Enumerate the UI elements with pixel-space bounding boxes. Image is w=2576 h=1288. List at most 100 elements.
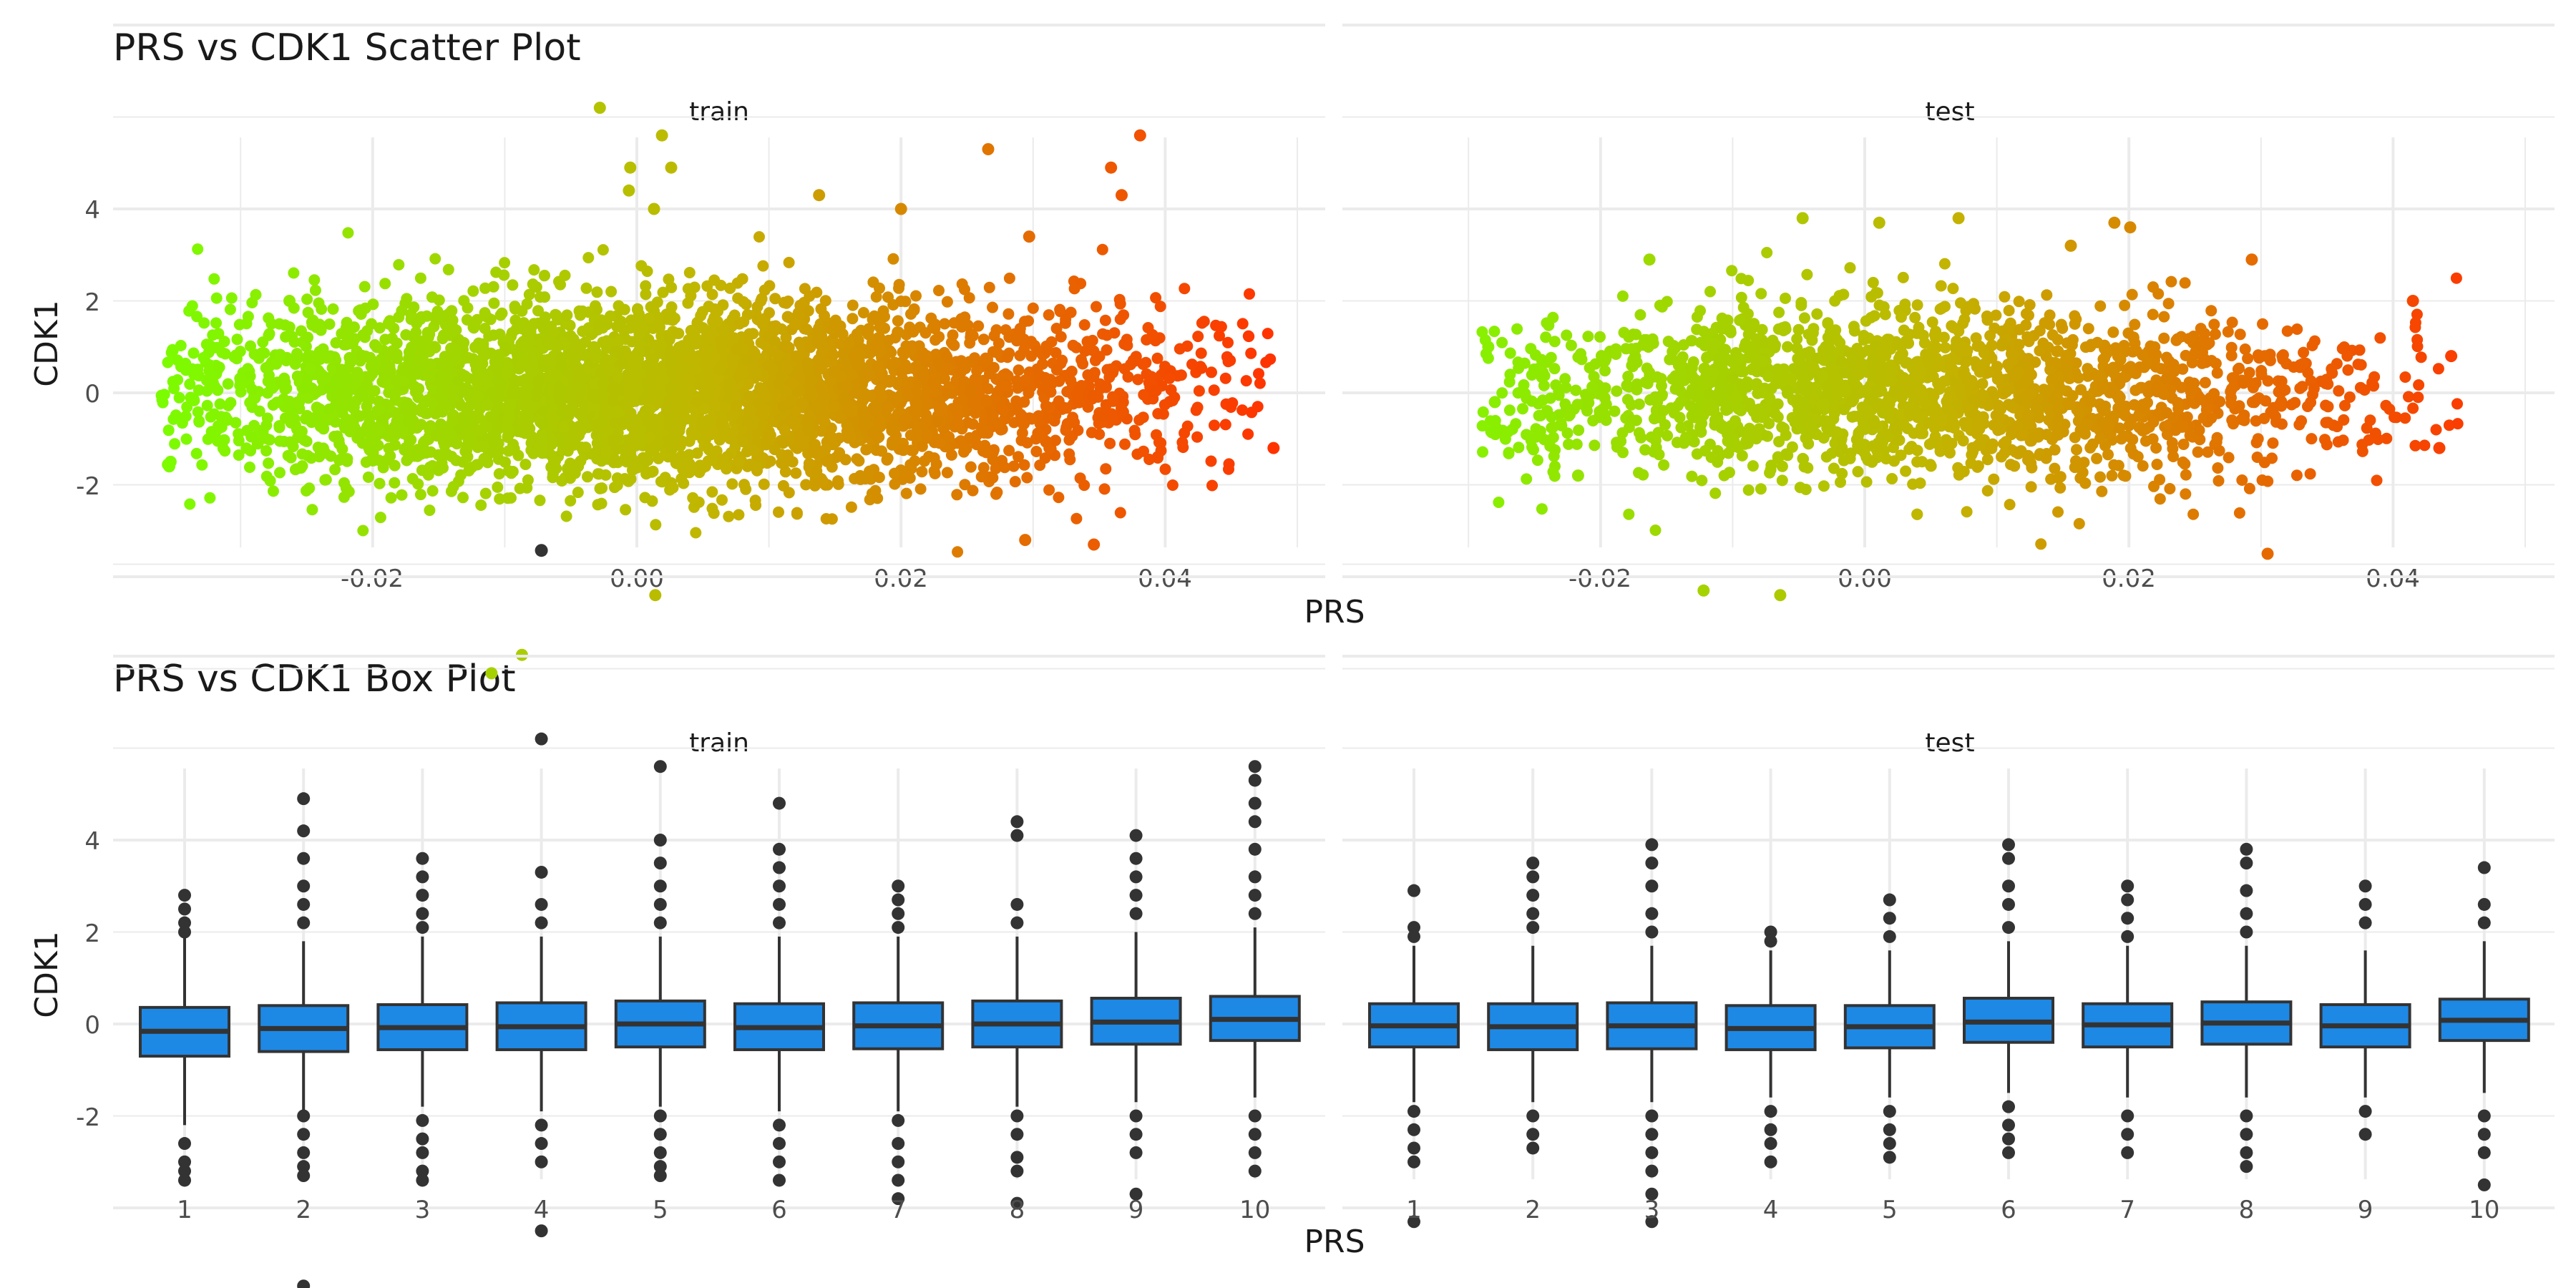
data-point bbox=[805, 374, 817, 386]
data-point bbox=[1072, 424, 1084, 436]
data-point bbox=[975, 471, 987, 483]
data-point bbox=[736, 425, 748, 437]
data-point bbox=[260, 433, 273, 444]
data-point bbox=[260, 445, 273, 457]
data-point bbox=[486, 411, 497, 423]
data-point bbox=[920, 409, 932, 421]
data-point bbox=[1034, 459, 1046, 472]
data-point bbox=[366, 358, 379, 370]
data-point bbox=[889, 467, 900, 479]
data-point bbox=[663, 308, 675, 321]
data-point bbox=[1195, 347, 1207, 359]
data-point bbox=[817, 475, 829, 487]
data-point bbox=[1262, 328, 1274, 340]
data-point bbox=[899, 414, 911, 426]
data-point bbox=[658, 374, 670, 385]
data-point bbox=[440, 449, 452, 461]
data-point bbox=[984, 368, 995, 380]
data-point bbox=[1010, 331, 1023, 343]
data-point bbox=[642, 454, 654, 467]
data-point bbox=[1003, 347, 1015, 359]
data-point bbox=[1106, 413, 1118, 425]
data-point bbox=[204, 492, 216, 504]
data-point bbox=[1701, 352, 1713, 364]
data-point bbox=[2342, 364, 2354, 376]
box-y-tick-label: -2 bbox=[76, 1103, 100, 1132]
data-point bbox=[498, 269, 510, 281]
data-point bbox=[624, 161, 637, 174]
data-point bbox=[939, 373, 950, 385]
data-point bbox=[1811, 308, 1823, 320]
data-point bbox=[491, 399, 503, 411]
data-point bbox=[553, 381, 565, 394]
scatter-strip-train: train bbox=[689, 97, 749, 127]
data-point bbox=[1914, 477, 1926, 489]
data-point bbox=[1214, 330, 1225, 342]
data-point bbox=[421, 310, 433, 322]
data-point bbox=[215, 411, 228, 423]
data-point bbox=[523, 288, 535, 301]
data-point bbox=[557, 421, 570, 433]
data-point bbox=[1795, 299, 1807, 311]
data-point bbox=[945, 449, 957, 461]
data-point bbox=[783, 487, 795, 499]
data-point bbox=[639, 492, 651, 504]
data-point bbox=[665, 383, 677, 395]
data-point bbox=[2298, 346, 2310, 358]
data-point bbox=[289, 358, 301, 370]
data-point bbox=[958, 320, 970, 331]
data-point bbox=[751, 436, 763, 448]
data-point bbox=[314, 350, 326, 362]
data-point bbox=[565, 494, 577, 507]
scatter-x-axis-title: PRS bbox=[1304, 594, 1365, 630]
data-point bbox=[972, 320, 985, 332]
data-point bbox=[415, 405, 427, 417]
data-point bbox=[758, 408, 771, 420]
data-point bbox=[1039, 371, 1051, 384]
data-point bbox=[2296, 415, 2308, 427]
data-point bbox=[748, 347, 761, 359]
data-point bbox=[543, 338, 555, 351]
data-point bbox=[620, 399, 632, 410]
data-point bbox=[460, 416, 472, 428]
data-point bbox=[1990, 409, 2002, 421]
data-point bbox=[358, 280, 371, 293]
data-point bbox=[429, 253, 441, 265]
data-point bbox=[565, 472, 576, 484]
data-point bbox=[977, 333, 990, 346]
data-point bbox=[589, 351, 601, 364]
data-point bbox=[847, 299, 859, 311]
data-point bbox=[609, 416, 621, 429]
data-point bbox=[1510, 418, 1522, 430]
data-point bbox=[686, 462, 698, 474]
data-point bbox=[1548, 450, 1560, 462]
data-point bbox=[763, 307, 775, 319]
data-point bbox=[2290, 469, 2303, 482]
data-point bbox=[2291, 323, 2303, 335]
data-point bbox=[959, 479, 971, 491]
data-point bbox=[1092, 391, 1104, 403]
data-point bbox=[354, 304, 366, 316]
data-point bbox=[958, 446, 970, 458]
data-point bbox=[819, 295, 831, 307]
data-point bbox=[492, 453, 504, 465]
data-point bbox=[639, 405, 651, 417]
data-point bbox=[1068, 283, 1080, 295]
data-point bbox=[743, 329, 755, 341]
data-point bbox=[162, 356, 174, 369]
data-point bbox=[604, 354, 616, 366]
data-point bbox=[665, 357, 677, 369]
data-point bbox=[270, 358, 283, 370]
data-point bbox=[222, 378, 234, 390]
data-point bbox=[462, 434, 474, 447]
data-point bbox=[1999, 291, 2011, 303]
data-point bbox=[374, 477, 386, 489]
scatter-x-tick-label: 0.00 bbox=[1838, 565, 1892, 593]
data-point bbox=[1948, 322, 1960, 333]
data-point bbox=[457, 456, 469, 468]
data-point bbox=[588, 378, 600, 390]
data-point bbox=[2107, 326, 2119, 338]
data-point bbox=[559, 269, 571, 281]
data-point bbox=[804, 411, 816, 423]
data-point bbox=[683, 449, 695, 461]
